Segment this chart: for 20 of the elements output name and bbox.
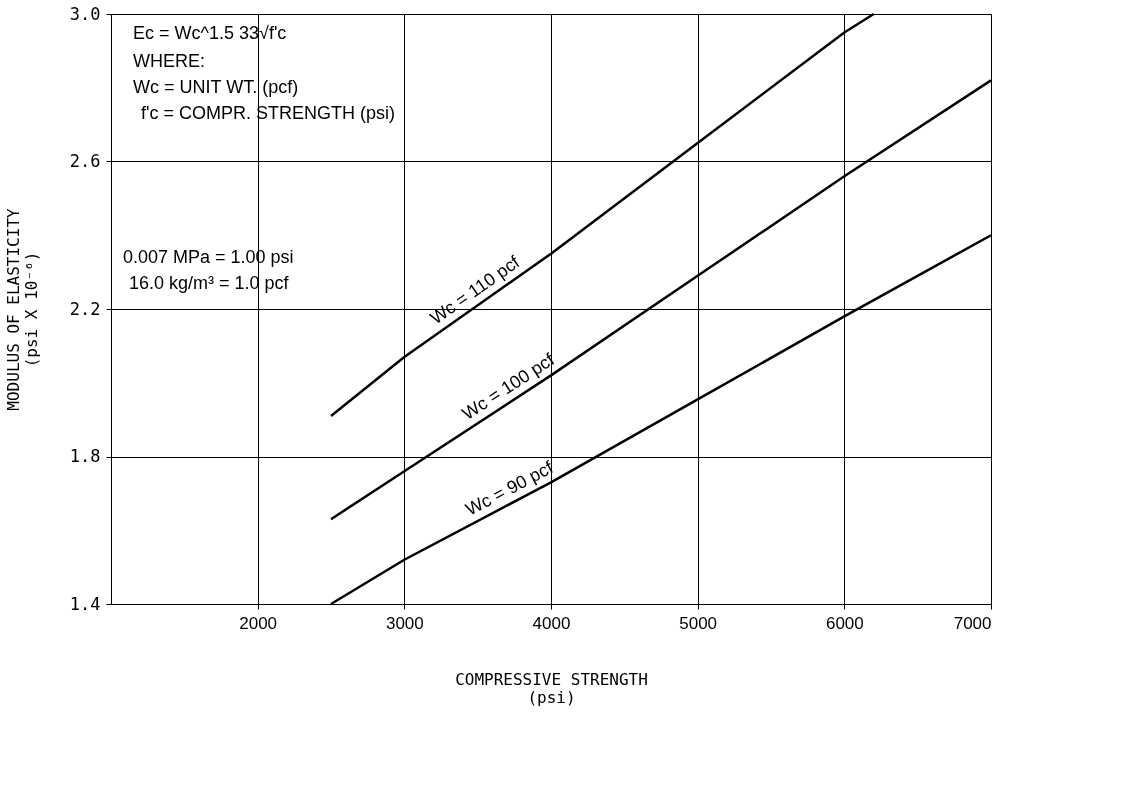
x-tick-label: 3000 [385,613,424,633]
x-tick-label: 6000 [825,613,864,633]
y-tick-label: 3.0 [69,3,101,24]
x-tick-label: 5000 [679,613,718,633]
annotation: Wc = UNIT WT. (pcf) [133,77,299,97]
y-tick-label: 1.4 [69,593,101,614]
y-tick-label: 1.8 [69,446,101,466]
annotation: WHERE: [133,51,205,71]
text: Wc = 110 pcf [426,251,525,329]
text: Wc = 100 pcf [458,348,559,424]
x-tick-label: 2000 [239,613,278,633]
y-tick-label: 2.6 [69,151,101,171]
text: Wc = 90 pcf [462,456,558,520]
text: (psi X 10⁻⁶) [21,251,41,368]
x-tick-label: 4000 [532,613,571,633]
x-tick-label: 7000 [953,613,992,633]
text: COMPRESSIVE STRENGTH [455,669,648,689]
text: (psi) [527,687,576,707]
text: MODULUS OF ELASTICITY [3,208,23,411]
y-tick-label: 2.2 [69,298,101,319]
